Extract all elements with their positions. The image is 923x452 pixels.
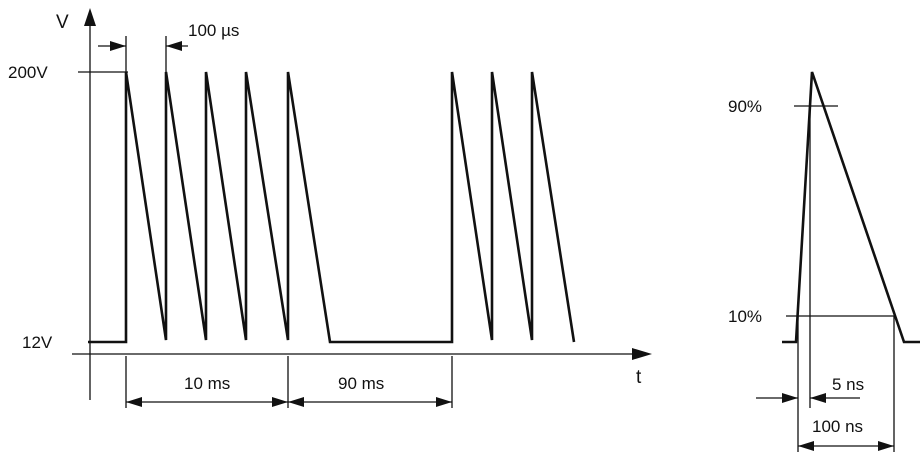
single-pulse-waveform bbox=[782, 71, 920, 344]
rise-arrowhead-left bbox=[782, 393, 798, 403]
y-axis-arrowhead bbox=[84, 8, 96, 26]
y-axis-label: V bbox=[56, 12, 69, 33]
pause-arrowhead-left bbox=[288, 397, 304, 407]
width-arrowhead-left bbox=[798, 441, 814, 451]
level-12v-label: 12V bbox=[22, 333, 53, 352]
pulse-spacing-label: 100 µs bbox=[188, 21, 239, 40]
level-200v-label: 200V bbox=[8, 63, 48, 82]
pause-arrowhead-right bbox=[436, 397, 452, 407]
pulse-width-label: 100 ns bbox=[812, 417, 863, 436]
x-axis-arrowhead bbox=[632, 348, 652, 360]
width-arrowhead-right bbox=[878, 441, 894, 451]
rise-time-label: 5 ns bbox=[832, 375, 864, 394]
spacing-arrowhead-left bbox=[110, 41, 126, 51]
spacing-arrowhead-right bbox=[166, 41, 182, 51]
burst-arrowhead-left bbox=[126, 397, 142, 407]
x-axis-label: t bbox=[636, 367, 642, 388]
burst-arrowhead-right bbox=[272, 397, 288, 407]
burst-duration-label: 10 ms bbox=[184, 374, 230, 393]
level-10-label: 10% bbox=[728, 307, 762, 326]
pulse-train-waveform bbox=[88, 71, 576, 344]
rise-arrowhead-right bbox=[810, 393, 826, 403]
level-90-label: 90% bbox=[728, 97, 762, 116]
burst-pause-label: 90 ms bbox=[338, 374, 384, 393]
